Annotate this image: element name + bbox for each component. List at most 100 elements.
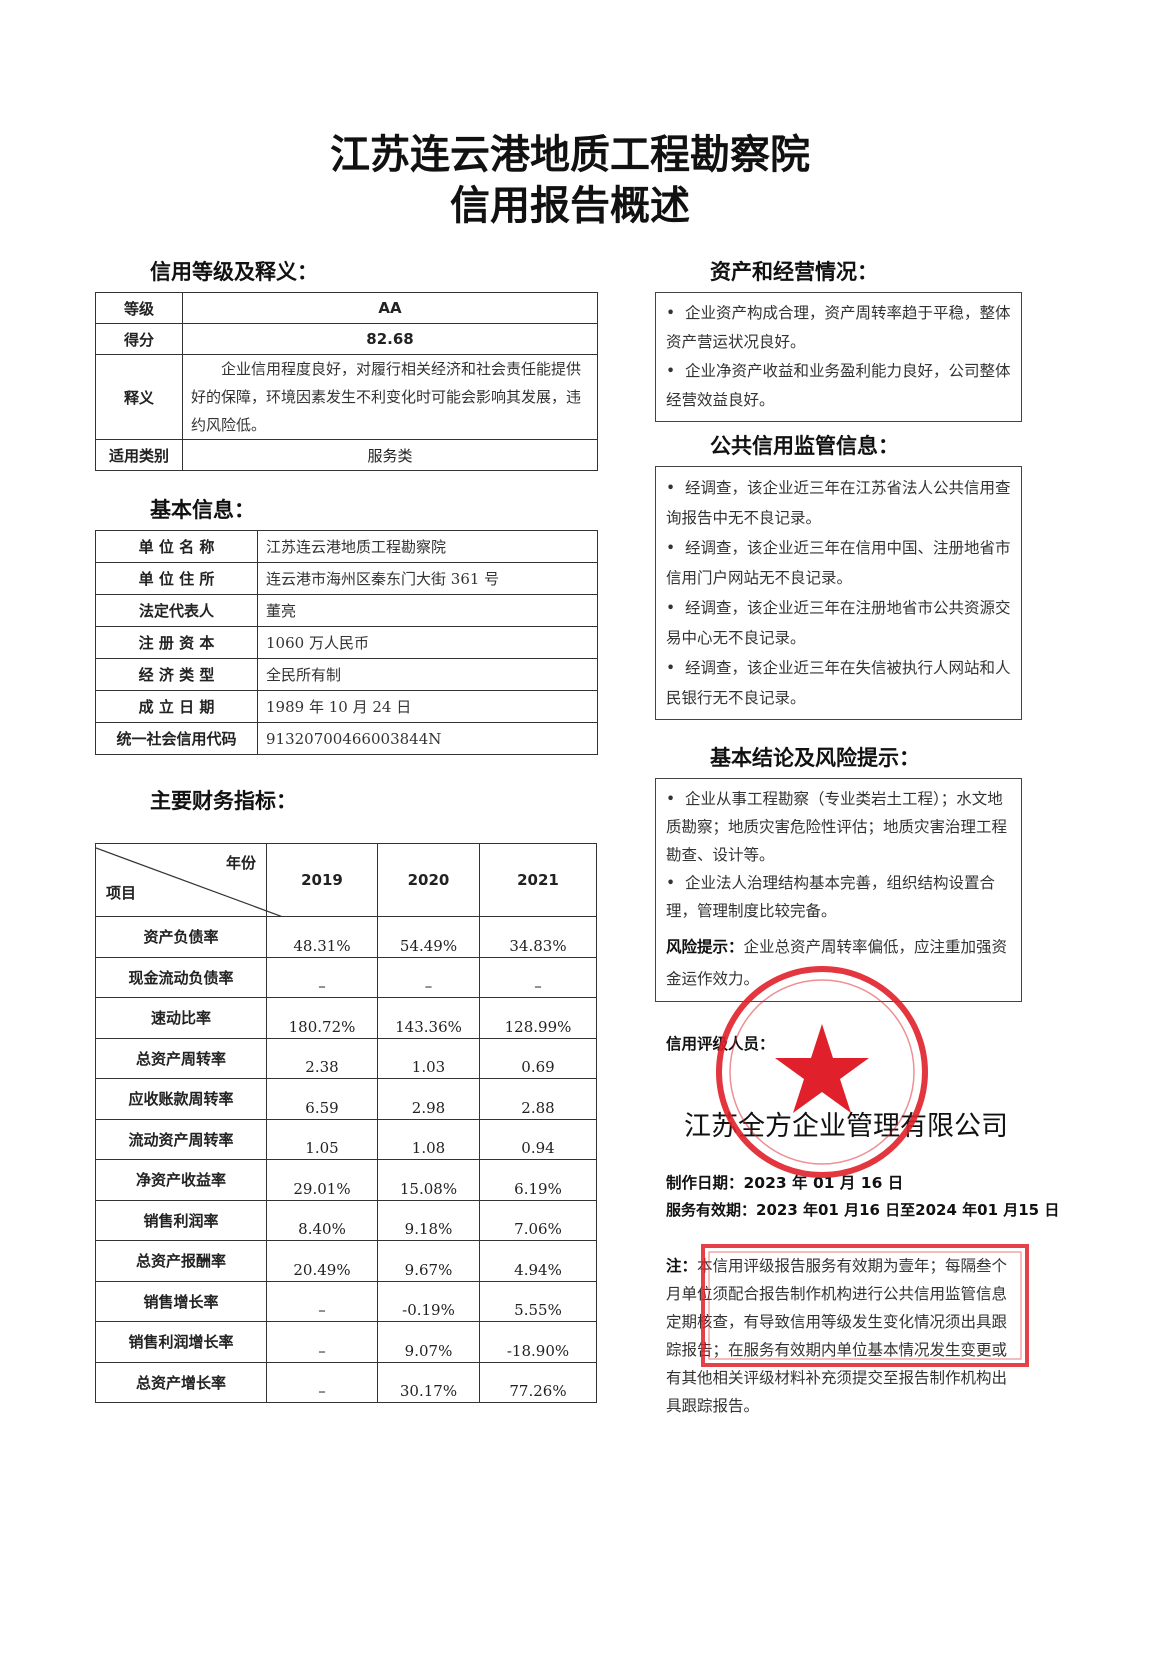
note-label: 注： xyxy=(666,1257,698,1275)
finance-value: 20.49% xyxy=(266,1240,378,1282)
rating-category: 服务类 xyxy=(182,439,598,471)
basic-info-row: 注 册 资 本 1060 万人民币 xyxy=(95,626,598,659)
finance-value: – xyxy=(377,956,480,998)
finance-indicator: 速动比率 xyxy=(95,997,267,1039)
bullet-text: 企业资产构成合理，资产周转率趋于平稳，整体资产营运状况良好。 xyxy=(666,304,1011,351)
bullet-icon: • xyxy=(666,304,685,322)
rating-heading: 信用等级及释义： xyxy=(150,260,318,284)
note-text: 本信用评级报告服务有效期为壹年；每隔叁个月单位须配合报告制作机构进行公共信用监管… xyxy=(666,1257,1008,1415)
finance-value: 6.19% xyxy=(479,1159,597,1201)
finance-value: 29.01% xyxy=(266,1159,378,1201)
finance-value: 143.36% xyxy=(377,997,480,1039)
finance-row: 总资产报酬率 20.49% 9.67% 4.94% xyxy=(95,1240,597,1282)
finance-value: 180.72% xyxy=(266,997,378,1039)
bullet-icon: • xyxy=(666,362,685,380)
assets-box: • 企业资产构成合理，资产周转率趋于平稳，整体资产营运状况良好。 • 企业净资产收… xyxy=(655,292,1022,422)
finance-indicator: 应收账款周转率 xyxy=(95,1078,267,1120)
finance-indicator: 流动资产周转率 xyxy=(95,1118,267,1160)
meaning-label: 释义 xyxy=(95,354,183,440)
basic-info-value: 连云港市海州区秦东门大街 361 号 xyxy=(257,562,598,595)
finance-indicator: 销售利润增长率 xyxy=(95,1321,267,1363)
basic-info-value: 全民所有制 xyxy=(257,658,598,691)
basic-info-label: 成 立 日 期 xyxy=(95,690,258,723)
finance-value: 2.98 xyxy=(377,1078,480,1120)
bullet-text: 经调查，该企业近三年在信用中国、注册地省市信用门户网站无不良记录。 xyxy=(666,539,1011,587)
finance-value: – xyxy=(266,956,378,998)
finance-value: 9.18% xyxy=(377,1199,480,1241)
finance-row: 总资产周转率 2.38 1.03 0.69 xyxy=(95,1037,597,1079)
finance-row: 速动比率 180.72% 143.36% 128.99% xyxy=(95,997,597,1039)
bullet-icon: • xyxy=(666,539,685,557)
finance-value: -0.19% xyxy=(377,1280,480,1322)
diagonal-line xyxy=(96,847,283,917)
score-label: 得分 xyxy=(95,323,183,355)
basic-info-value: 江苏连云港地质工程勘察院 xyxy=(257,530,598,563)
rater-label: 信用评级人员： xyxy=(666,1035,775,1053)
bullet-item: • 经调查，该企业近三年在江苏省法人公共信用查询报告中无不良记录。 xyxy=(666,473,1011,533)
basic-info-row: 单 位 名 称江苏连云港地质工程勘察院 xyxy=(95,530,598,563)
finance-value: – xyxy=(266,1280,378,1322)
finance-row: 销售利润增长率 –9.07% -18.90% xyxy=(95,1321,597,1363)
risk-label: 风险提示： xyxy=(666,938,744,956)
finance-indicator: 总资产周转率 xyxy=(95,1037,267,1079)
title-line1: 江苏连云港地质工程勘察院 xyxy=(330,132,810,178)
finance-row: 销售利润率 8.40% 9.18% 7.06% xyxy=(95,1199,597,1241)
rating-meaning: 企业信用程度良好，对履行相关经济和社会责任能提供好的保障，环境因素发生不利变化时… xyxy=(182,354,598,440)
finance-table: 年份 项目 2019 2020 2021 资产负债率 48.31% 54.49% 34… xyxy=(95,843,597,1403)
bullet-icon: • xyxy=(666,659,685,677)
public-credit-box: • 经调查，该企业近三年在江苏省法人公共信用查询报告中无不良记录。 • 经调查，该… xyxy=(655,466,1022,720)
finance-value: 34.83% xyxy=(479,916,597,958)
finance-value: 9.67% xyxy=(377,1240,480,1282)
basic-info-value: 董亮 xyxy=(257,594,598,627)
finance-value: 1.03 xyxy=(377,1037,480,1079)
finance-value: 0.69 xyxy=(479,1037,597,1079)
finance-value: – xyxy=(266,1361,378,1403)
bullet-text: 经调查，该企业近三年在失信被执行人网站和人民银行无不良记录。 xyxy=(666,659,1011,707)
basic-info-value: 1060 万人民币 xyxy=(257,626,598,659)
finance-row: 流动资产周转率 1.05 1.08 0.94 xyxy=(95,1118,597,1160)
basic-info-label: 注 册 资 本 xyxy=(95,626,258,659)
finance-row: 净资产收益率 29.01% 15.08% 6.19% xyxy=(95,1159,597,1201)
finance-row: 销售增长率 – -0.19% 5.55% xyxy=(95,1280,597,1322)
basic-info-value: 91320700466003844N xyxy=(257,722,598,755)
bullet-item: • 企业净资产收益和业务盈利能力良好，公司整体经营效益良好。 xyxy=(666,357,1011,415)
bullet-icon: • xyxy=(666,599,685,617)
finance-value: 77.26% xyxy=(479,1361,597,1403)
finance-value: 48.31% xyxy=(266,916,378,958)
finance-value: 5.55% xyxy=(479,1280,597,1322)
rating-table: 等级 AA 得分 82.68 释义 企业信用程度良好，对履行相关经济和社会责任能提供好… xyxy=(95,292,598,471)
year-header: 2021 xyxy=(479,843,597,917)
finance-value: -18.90% xyxy=(479,1321,597,1363)
finance-indicator: 销售增长率 xyxy=(95,1280,267,1322)
rating-grade: AA xyxy=(182,292,598,324)
finance-value: 7.06% xyxy=(479,1199,597,1241)
finance-value: 9.07% xyxy=(377,1321,480,1363)
finance-value: 6.59 xyxy=(266,1078,378,1120)
made-label: 制作日期： xyxy=(666,1174,744,1192)
valid-label: 服务有效期： xyxy=(666,1201,757,1219)
finance-row: 资产负债率 48.31% 54.49% 34.83% xyxy=(95,916,597,958)
finance-value: 2.38 xyxy=(266,1037,378,1079)
conclusion-box: • 企业从事工程勘察（专业类岩土工程）；水文地质勘察；地质灾害危险性评估；地质灾… xyxy=(655,778,1022,1002)
finance-value: 8.40% xyxy=(266,1199,378,1241)
rating-score: 82.68 xyxy=(182,323,598,355)
bullet-item: • 企业资产构成合理，资产周转率趋于平稳，整体资产营运状况良好。 xyxy=(666,299,1011,357)
bullet-item: • 经调查，该企业近三年在失信被执行人网站和人民银行无不良记录。 xyxy=(666,653,1011,713)
finance-value: 4.94% xyxy=(479,1240,597,1282)
basic-info-row: 单 位 住 所连云港市海州区秦东门大街 361 号 xyxy=(95,562,598,595)
bullet-text: 企业从事工程勘察（专业类岩土工程）；水文地质勘察；地质灾害危险性评估；地质灾害治… xyxy=(666,790,1008,864)
bullet-text: 企业法人治理结构基本完善，组织结构设置合理，管理制度比较完备。 xyxy=(666,874,996,920)
finance-indicator: 资产负债率 xyxy=(95,916,267,958)
rating-label: 等级 xyxy=(95,292,183,324)
finance-value: 0.94 xyxy=(479,1118,597,1160)
finance-indicator: 总资产报酬率 xyxy=(95,1240,267,1282)
finance-indicator: 现金流动负债率 xyxy=(95,956,267,998)
finance-indicator: 总资产增长率 xyxy=(95,1361,267,1403)
finance-row: 总资产增长率 –30.17% 77.26% xyxy=(95,1361,597,1403)
basic-info-label: 单 位 名 称 xyxy=(95,530,258,563)
year-header: 2019 xyxy=(266,843,378,917)
year-header: 2020 xyxy=(377,843,480,917)
made-date: 2023 年 01 月 16 日 xyxy=(743,1174,904,1192)
bullet-item: • 经调查，该企业近三年在注册地省市公共资源交易中心无不良记录。 xyxy=(666,593,1011,653)
